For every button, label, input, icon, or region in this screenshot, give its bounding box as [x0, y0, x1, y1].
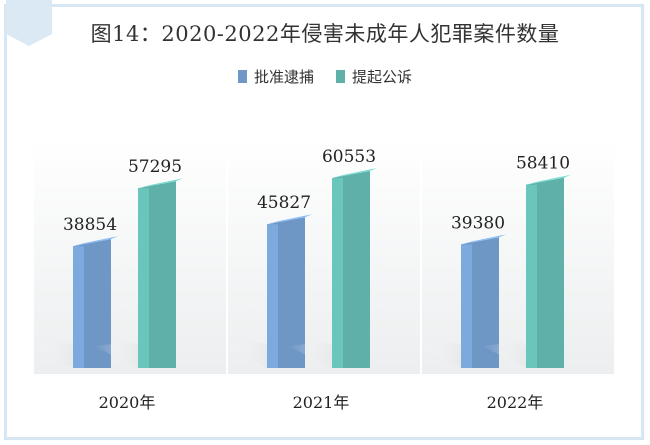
data-label: 45827 [257, 193, 311, 213]
chart-title: 图14：2020-2022年侵害未成年人犯罪案件数量 [90, 22, 560, 46]
legend-label-series-2: 提起公诉 [352, 68, 413, 86]
bar-top-face [267, 214, 312, 225]
data-label: 39380 [451, 213, 505, 233]
bar-top-face [73, 236, 118, 247]
bar-top-face [332, 168, 377, 178]
data-label: 57295 [128, 157, 182, 177]
category-panel [34, 138, 226, 374]
bar-left-face [332, 178, 343, 368]
bar-top-face [461, 234, 506, 245]
legend-item-series-1: 批准逮捕 [237, 66, 314, 87]
category-panel [228, 138, 420, 374]
x-tick-label: 2020年 [99, 393, 156, 412]
bar-left-face [267, 224, 278, 368]
x-tick-label: 2022年 [487, 393, 544, 412]
bar-top-face [138, 178, 183, 189]
legend-label-series-1: 批准逮捕 [253, 68, 314, 86]
data-label: 38854 [63, 215, 117, 235]
legend-swatch-series-2 [336, 70, 345, 83]
legend-item-series-2: 提起公诉 [336, 66, 412, 87]
x-tick-label: 2021年 [293, 393, 350, 412]
bar-left-face [461, 244, 472, 368]
data-label: 60553 [322, 147, 376, 167]
bar-left-face [73, 246, 84, 368]
data-label: 58410 [516, 154, 570, 174]
bar-left-face [138, 188, 149, 368]
bar-top-face [526, 174, 571, 185]
bar-left-face [526, 184, 537, 368]
category-panel [422, 138, 614, 374]
legend-swatch-series-1 [237, 70, 247, 83]
legend: 批准逮捕 提起公诉 [0, 66, 650, 87]
corner-tab-decoration [6, 0, 52, 46]
